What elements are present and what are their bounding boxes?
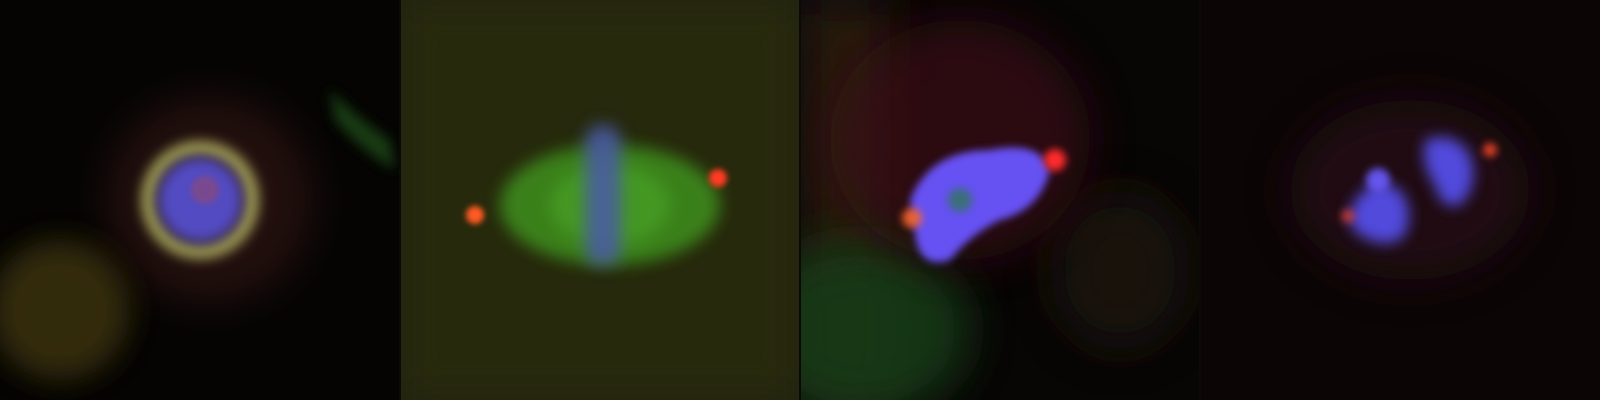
panel-2 bbox=[400, 0, 800, 400]
panel-2-image bbox=[400, 0, 800, 400]
centrosome-left bbox=[902, 208, 922, 228]
metaphase-plate bbox=[585, 125, 621, 265]
centrosome-left bbox=[466, 206, 484, 224]
panel-divider bbox=[799, 0, 801, 400]
panel-3-image bbox=[800, 0, 1200, 400]
cell-glow bbox=[1290, 100, 1530, 280]
neighbor-cell bbox=[0, 240, 130, 380]
dna-blob-right bbox=[1423, 137, 1474, 206]
dna-cluster bbox=[910, 147, 1050, 263]
nucleus-spot bbox=[191, 176, 219, 204]
panel-divider bbox=[1199, 0, 1201, 400]
panel-4 bbox=[1200, 0, 1600, 400]
panel-4-image bbox=[1200, 0, 1600, 400]
dna-blob-left bbox=[1349, 183, 1409, 244]
green-streak bbox=[330, 90, 395, 170]
panel-1-image bbox=[0, 0, 400, 400]
panel-3 bbox=[800, 0, 1200, 400]
panel-1 bbox=[0, 0, 400, 400]
centrosome-right bbox=[1483, 143, 1497, 157]
centrosome-top bbox=[1044, 149, 1066, 171]
centrosome-right bbox=[709, 169, 727, 187]
panel-divider bbox=[399, 0, 401, 400]
ring-tubulin bbox=[141, 141, 259, 259]
centrosome-left bbox=[1341, 209, 1355, 223]
green-region bbox=[800, 240, 970, 400]
